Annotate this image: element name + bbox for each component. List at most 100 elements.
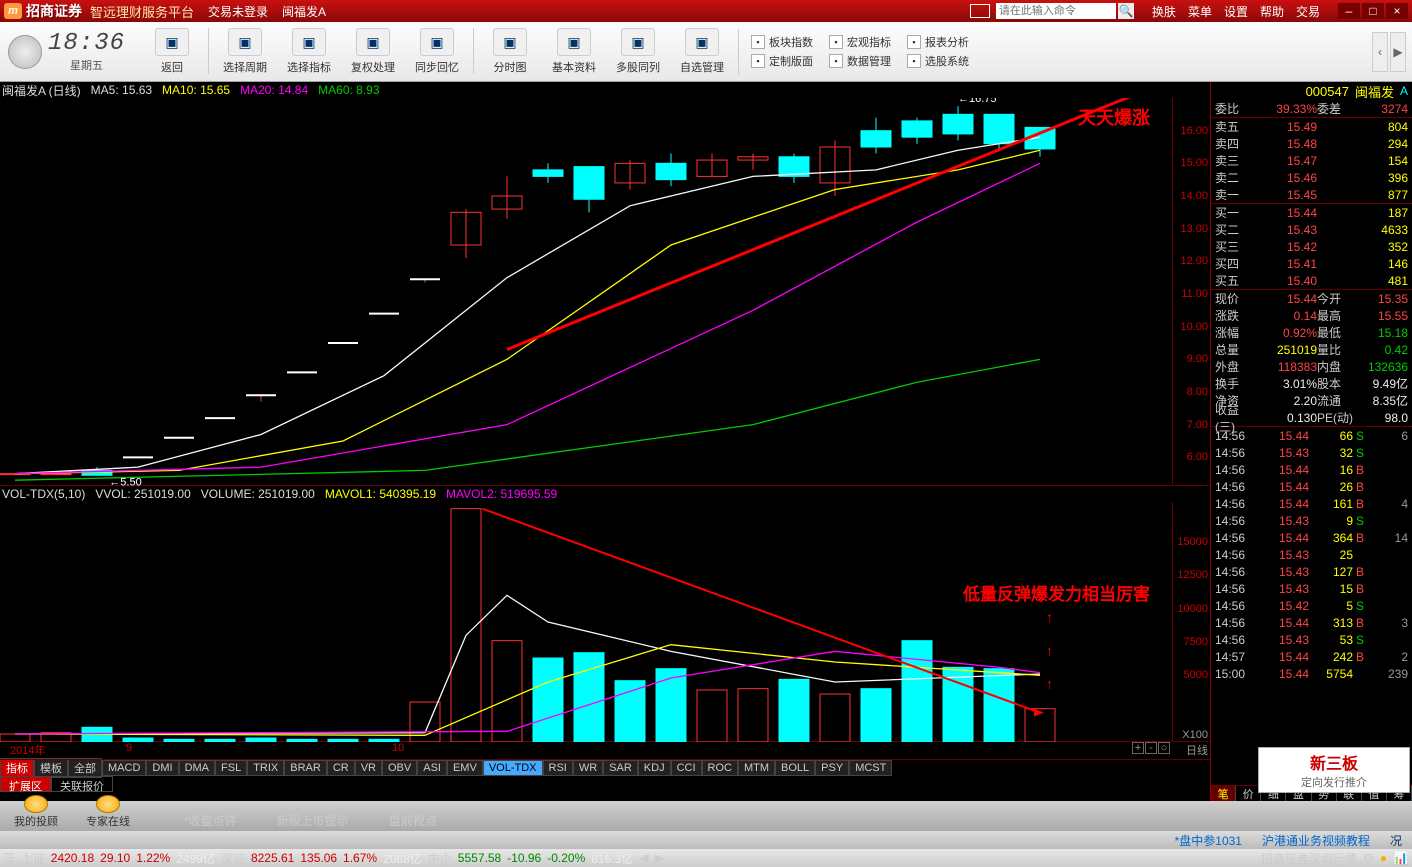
ind-tab-front[interactable]: 模板 [34,758,68,778]
news-link[interactable]: 盘前视点 [389,812,437,829]
indicator-tab[interactable]: BOLL [775,760,815,776]
toolbar-button[interactable]: ▣基本资料 [542,28,606,75]
ext-tab[interactable]: 扩展区 [0,776,51,792]
tick-row: 14:5615.4466S6 [1211,427,1412,444]
top-menu-item[interactable]: 交易 [1296,5,1320,19]
top-menu-item[interactable]: 设置 [1224,5,1248,19]
toolbar-button[interactable]: ▣返回 [140,28,204,75]
ind-tab-front[interactable]: 指标 [0,758,34,778]
maximize-button[interactable]: □ [1362,3,1384,19]
dock-item[interactable]: 专家在线 [72,795,144,829]
indicator-tab[interactable]: PSY [815,760,849,776]
search-button[interactable]: 🔍 [1118,3,1134,19]
indicator-tabs: 指标模板全部MACDDMIDMAFSLTRIXBRARCRVROBVASIEMV… [0,760,1210,776]
top-menu-item[interactable]: 换肤 [1152,5,1176,19]
tick-row: 14:5615.4353S [1211,631,1412,648]
side-tab[interactable]: 笔 [1211,786,1236,801]
yaxis-tick: 7500 [1184,636,1208,648]
toolbar-list-item[interactable]: ▪数据管理 [829,52,891,71]
indicator-tab[interactable]: TRIX [247,760,284,776]
yaxis-tick: 10.00 [1180,321,1208,333]
zoom-out-button[interactable]: - [1145,742,1157,754]
command-input[interactable] [996,3,1116,19]
kline-period-label: 日线 [1186,742,1208,758]
indicator-tab[interactable]: SAR [603,760,638,776]
stock-type: A [1400,84,1408,98]
toolbar-button[interactable]: ▣同步回忆 [405,28,469,75]
toolbar-list-item[interactable]: ▪选股系统 [907,52,969,71]
toolbar-button[interactable]: ▣选择周期 [213,28,277,75]
ad-box[interactable]: 新三板 定向发行推介 [1258,747,1410,793]
indicator-tab[interactable]: CCI [671,760,702,776]
indicator-tab[interactable]: KDJ [638,760,671,776]
yaxis-tick: 7.00 [1187,419,1208,431]
top-menu-item[interactable]: 帮助 [1260,5,1284,19]
sell-row: 卖三15.47154 [1211,152,1412,169]
keyboard-icon[interactable] [970,4,990,18]
tick-row: 14:5615.4315B [1211,580,1412,597]
indicator-tab[interactable]: OBV [382,760,417,776]
toolbar-button[interactable]: ▣多股同列 [606,28,670,75]
indicator-tab[interactable]: FSL [215,760,247,776]
svg-text:←16.75: ←16.75 [958,98,997,105]
volume-chart[interactable]: ↑↑↑ 15000125001000075005000X100 低量反弹爆发力相… [0,502,1210,742]
sell-row: 卖二15.46396 [1211,169,1412,186]
zoom-reset-button[interactable]: ○ [1158,742,1170,754]
tick-row: 14:5615.4325 [1211,546,1412,563]
news-link[interactable]: *盘中参1031 [1165,832,1252,849]
indicator-tab[interactable]: RSI [543,760,573,776]
close-button[interactable]: × [1386,3,1408,19]
ind-tab-front[interactable]: 全部 [68,758,102,778]
svg-text:↑: ↑ [1046,609,1053,625]
minimize-button[interactable]: ‒ [1338,3,1360,19]
toolbar-list-item[interactable]: ▪宏观指标 [829,33,891,52]
indicator-tab[interactable]: MACD [102,760,146,776]
indicator-tab[interactable]: WR [573,760,603,776]
news-link[interactable]: 沪港通业务视频教程 [1252,832,1380,849]
toolbar-list-item[interactable]: ▪报表分析 [907,33,969,52]
news-link[interactable]: 新股上市提示 [277,812,349,829]
time-axis-label: 10 [392,742,404,754]
platform-name: 智远理财服务平台 [90,2,194,21]
indicator-tab[interactable]: EMV [447,760,483,776]
svg-text:←5.50: ←5.50 [109,477,141,489]
indicator-tab[interactable]: MCST [849,760,892,776]
toolbar-button[interactable]: ▣复权处理 [341,28,405,75]
info-row: 涨幅0.92%最低15.18 [1211,324,1412,341]
toolbar-play-button[interactable]: ▶ [1390,32,1406,72]
indicator-tab[interactable]: ASI [417,760,447,776]
news-link[interactable]: *收盘点评 [184,812,237,829]
indicator-tab[interactable]: DMI [146,760,178,776]
tick-row: 14:5715.44242B2 [1211,648,1412,665]
indicator-tab[interactable]: VR [355,760,382,776]
sell-row: 卖四15.48294 [1211,135,1412,152]
clock-section: 18:36 星期五 [0,30,140,73]
zoom-in-button[interactable]: + [1132,742,1144,754]
candle-chart[interactable]: ←5.50←16.75 16.0015.0014.0013.0012.0011.… [0,98,1210,486]
indicator-tab[interactable]: DMA [179,760,215,776]
yaxis-tick: 13.00 [1180,223,1208,235]
tick-row: 14:5615.425S [1211,597,1412,614]
toolbar-button[interactable]: ▣自选管理 [670,28,734,75]
top-menu-item[interactable]: 菜单 [1188,5,1212,19]
ext-tab[interactable]: 关联报价 [51,776,113,792]
indicator-tab[interactable]: CR [327,760,355,776]
toolbar-collapse-button[interactable]: ‹ [1372,32,1388,72]
annotation-bottom: 低量反弹爆发力相当厉害 [963,580,1150,605]
extension-tabs: 扩展区关联报价 [0,776,1210,792]
toolbar-button[interactable]: ▣分时图 [478,28,542,75]
indicator-tab[interactable]: BRAR [284,760,327,776]
toolbar-list-item[interactable]: ▪定制版面 [751,52,813,71]
tick-row: 14:5615.439S [1211,512,1412,529]
indicator-tab[interactable]: ROC [702,760,738,776]
sell-row: 卖五15.49804 [1211,118,1412,135]
app-logo-icon: m [4,3,22,19]
indicator-tab[interactable]: MTM [738,760,775,776]
buy-row: 买四15.41146 [1211,255,1412,272]
ad-title: 新三板 [1310,750,1358,774]
dock-item[interactable]: 我的投顾 [0,795,72,829]
more-link[interactable]: 况 [1380,832,1412,849]
toolbar-button[interactable]: ▣选择指标 [277,28,341,75]
indicator-tab[interactable]: VOL-TDX [483,760,543,776]
toolbar-list-item[interactable]: ▪板块指数 [751,33,813,52]
